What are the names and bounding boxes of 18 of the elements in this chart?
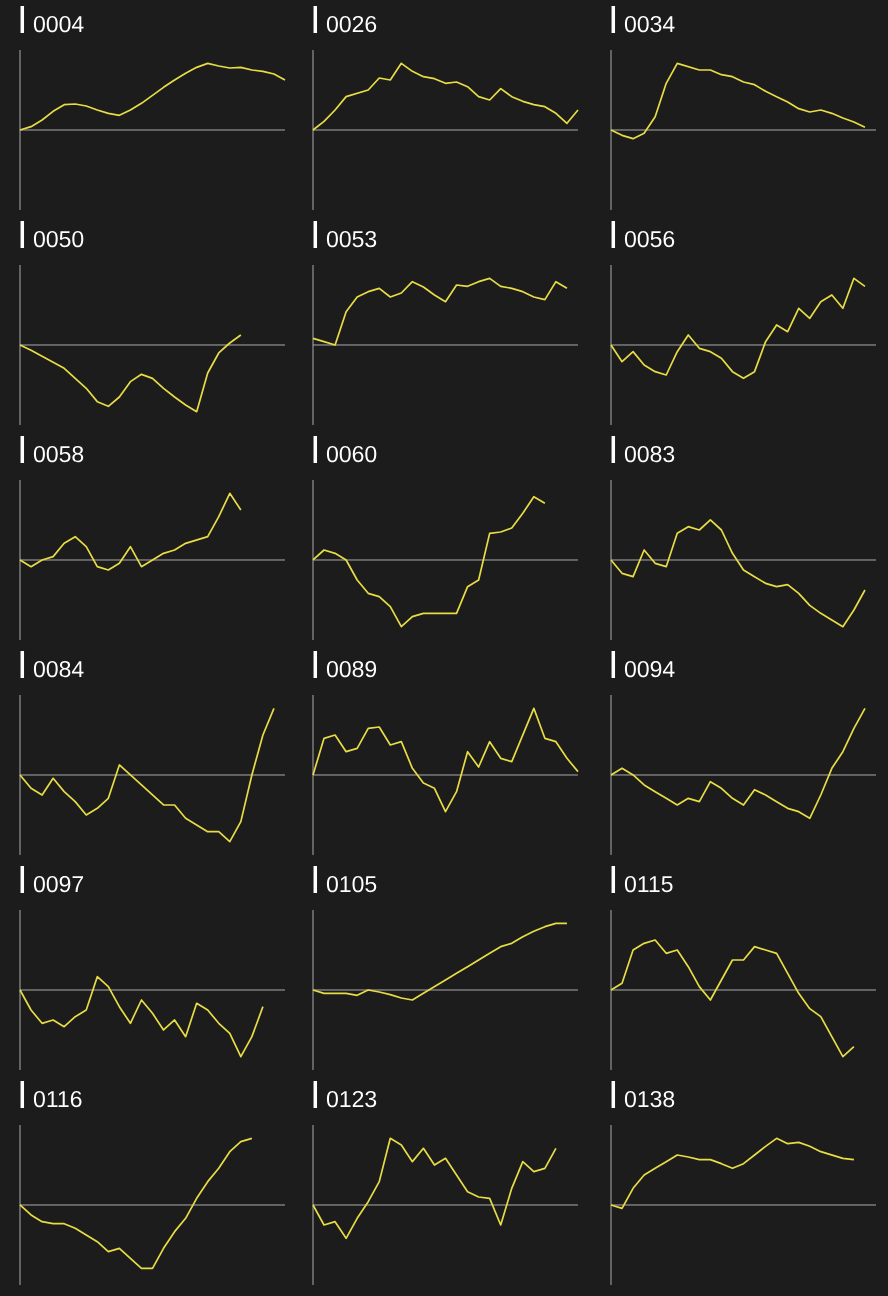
chart-title: 0060 [326,445,377,463]
chart-title: 0094 [624,660,675,678]
chart-title: 0053 [326,230,377,248]
chart-title: 0116 [33,1090,82,1108]
chart-title: 0097 [33,875,84,893]
chart-title: 0138 [624,1090,675,1108]
chart-title: 0123 [326,1090,377,1108]
chart-title: 0115 [624,875,673,893]
chart-title: 0105 [326,875,377,893]
chart-title: 0004 [33,15,84,33]
chart-title: 0084 [33,660,84,678]
chart-title: 0056 [624,230,675,248]
chart-title: 0089 [326,660,377,678]
chart-title: 0058 [33,445,84,463]
chart-title: 0050 [33,230,84,248]
chart-title: 0034 [624,15,675,33]
chart-title: 0026 [326,15,377,33]
chart-title: 0083 [624,445,675,463]
